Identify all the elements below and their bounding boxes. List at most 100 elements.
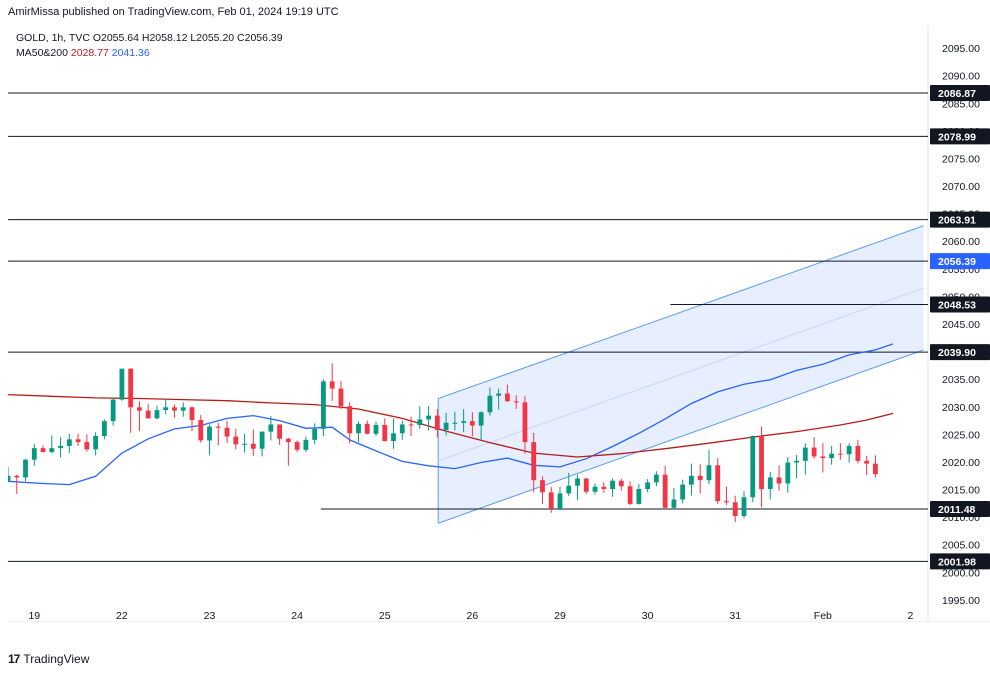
candle-body-36	[321, 381, 326, 429]
candle-body-33	[294, 442, 300, 450]
y-tick-label: 2005.00	[942, 540, 980, 552]
x-tick-label: Feb	[814, 610, 832, 622]
level-label-bg-1	[930, 128, 990, 145]
channel-upper-line	[438, 225, 924, 399]
y-tick-label: 2045.00	[942, 319, 980, 331]
ma-legend: MA50&200 2028.77 2041.36	[16, 46, 283, 61]
candle-body-34	[303, 439, 309, 450]
candle-body-39	[347, 406, 353, 434]
publisher-attribution: AmirMissa published on TradingView.com, …	[8, 6, 339, 18]
candle-body-69	[610, 480, 615, 490]
x-tick-label: 30	[642, 610, 654, 622]
candle-body-1	[14, 475, 20, 478]
candle-body-8	[75, 439, 81, 443]
candle-body-18	[163, 407, 169, 411]
candle-body-59	[522, 402, 528, 443]
candle-body-22	[198, 420, 204, 441]
candle-body-24	[215, 426, 221, 428]
candle-body-49	[434, 415, 440, 430]
candle-body-89	[785, 462, 791, 484]
candle-body-80	[706, 465, 712, 481]
candle-body-92	[811, 447, 817, 457]
candle-body-30	[268, 424, 274, 432]
candle-body-93	[820, 456, 826, 459]
candle-body-10	[93, 436, 99, 450]
candle-body-27	[242, 443, 247, 445]
x-tick-label: 22	[116, 610, 128, 622]
y-tick-label: 2020.00	[942, 457, 980, 469]
candle-body-6	[58, 445, 63, 449]
candle-body-29	[259, 431, 265, 449]
candle-body-23	[207, 426, 212, 441]
level-label-3: 2056.39	[938, 256, 976, 268]
y-tick-label: 2095.00	[942, 43, 980, 55]
candle-body-91	[802, 447, 808, 461]
candle-body-9	[84, 442, 90, 450]
candle-body-28	[250, 443, 256, 449]
candle-body-41	[364, 423, 370, 434]
y-tick-label: 2025.00	[942, 429, 980, 441]
candle-body-77	[680, 484, 686, 500]
level-label-7: 2001.98	[938, 556, 976, 568]
y-tick-label: 2085.00	[942, 98, 980, 110]
candle-body-61	[540, 480, 545, 493]
ma-legend-label: MA50&200	[16, 47, 68, 59]
x-tick-label: 2	[908, 610, 914, 622]
candle-body-96	[846, 445, 852, 455]
candle-body-21	[189, 407, 195, 421]
candle-body-95	[837, 453, 843, 455]
level-label-1: 2078.99	[938, 131, 976, 143]
candle-body-85	[750, 436, 756, 498]
level-label-bg-0	[930, 84, 990, 101]
x-tick-label: 31	[729, 610, 741, 622]
candle-body-20	[180, 407, 186, 411]
level-label-6: 2011.48	[938, 504, 976, 516]
ma-line-1	[8, 393, 894, 458]
candle-body-74	[653, 474, 659, 483]
x-tick-label: 24	[291, 610, 303, 622]
candle-body-35	[312, 428, 318, 440]
candle-body-94	[829, 453, 835, 459]
y-tick-label: 2015.00	[942, 485, 980, 497]
candle-body-57	[505, 393, 510, 402]
candle-body-65	[575, 478, 580, 486]
candle-body-19	[172, 407, 177, 411]
candle-body-72	[636, 489, 642, 504]
candle-body-26	[233, 436, 239, 445]
y-tick-label: 2075.00	[942, 153, 980, 165]
candle-body-11	[101, 421, 107, 437]
candle-body-76	[671, 499, 677, 508]
candle-body-50	[443, 422, 449, 430]
candle-body-17	[154, 410, 160, 419]
ohlc-legend: GOLD, 1h, TVC O2055.64 H2058.12 L2055.20…	[16, 32, 283, 44]
price-chart[interactable]: 1995.002000.002005.002010.002015.002020.…	[8, 26, 990, 622]
level-label-2: 2063.91	[938, 215, 976, 227]
chart-legend: GOLD, 1h, TVC O2055.64 H2058.12 L2055.20…	[16, 31, 283, 61]
candle-body-64	[566, 485, 572, 494]
level-label-bg-4	[930, 296, 990, 313]
level-label-4: 2048.53	[938, 300, 976, 312]
candle-body-79	[697, 475, 703, 481]
level-label-0: 2086.87	[938, 88, 976, 100]
candle-body-56	[496, 393, 502, 396]
y-tick-label: 1995.00	[942, 595, 980, 607]
level-label-bg-5	[930, 344, 990, 361]
candle-body-45	[399, 424, 405, 434]
candle-body-43	[382, 424, 388, 441]
candle-body-88	[776, 477, 782, 484]
tradingview-branding[interactable]: 17 TradingView	[8, 652, 89, 666]
candle-body-67	[592, 486, 598, 492]
candle-body-84	[741, 497, 747, 517]
level-label-bg-6	[930, 500, 990, 517]
level-label-bg-3	[930, 253, 990, 270]
channel-mid-line	[438, 287, 924, 462]
candle-body-75	[662, 474, 668, 508]
candle-body-66	[583, 478, 589, 492]
chart-area[interactable]: 1995.00 2000.00 2005.00 2010.00 2015.00 2020.…	[8, 26, 990, 622]
candle-body-44	[391, 433, 396, 441]
candle-body-60	[531, 442, 537, 481]
candle-body-12	[110, 399, 116, 422]
channel-lower-line	[438, 349, 924, 524]
candle-body-83	[732, 502, 738, 517]
x-tick-label: 26	[467, 610, 479, 622]
